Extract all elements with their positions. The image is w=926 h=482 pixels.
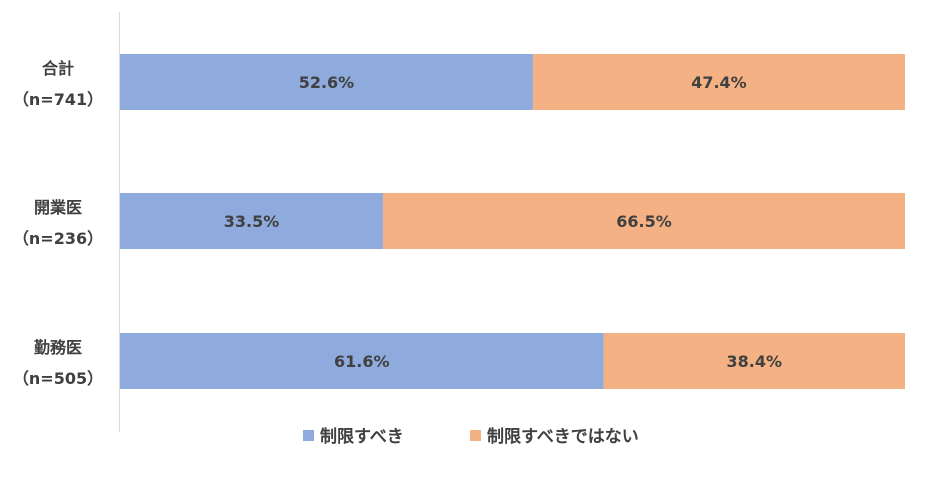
- category-n-0: （n=741）: [13, 90, 103, 109]
- legend-label-0: 制限すべき: [320, 426, 404, 447]
- category-n-1: （n=236）: [13, 229, 103, 248]
- category-name-1: 開業医: [34, 198, 82, 217]
- legend-label-1: 制限すべきではない: [487, 426, 639, 447]
- bar-segment-1-0: [120, 193, 383, 249]
- category-name-0: 合計: [42, 59, 74, 78]
- data-label-2-0: 61.6%: [334, 352, 390, 371]
- category-name-2: 勤務医: [34, 338, 82, 357]
- bar-segment-1-1: [382, 193, 906, 249]
- bar-segment-0-0: [120, 54, 533, 110]
- data-label-1-1: 66.5%: [616, 212, 672, 231]
- legend-swatch-1: [470, 430, 481, 441]
- data-label-1-0: 33.5%: [224, 212, 280, 231]
- data-label-2-1: 38.4%: [727, 352, 783, 371]
- legend-swatch-0: [303, 430, 314, 441]
- data-label-0-0: 52.6%: [299, 73, 355, 92]
- legend: 制限すべき 制限すべきではない: [303, 426, 639, 447]
- bar-segment-2-1: [603, 333, 905, 389]
- bars-group: 52.6% 47.4% 33.5% 66.5% 61.6% 38.4%: [120, 54, 906, 389]
- data-label-0-1: 47.4%: [691, 73, 747, 92]
- category-n-2: （n=505）: [13, 369, 103, 388]
- category-labels: 合計 （n=741） 開業医 （n=236） 勤務医 （n=505）: [13, 59, 103, 388]
- bar-segment-2-0: [120, 333, 604, 389]
- bar-segment-0-1: [532, 54, 905, 110]
